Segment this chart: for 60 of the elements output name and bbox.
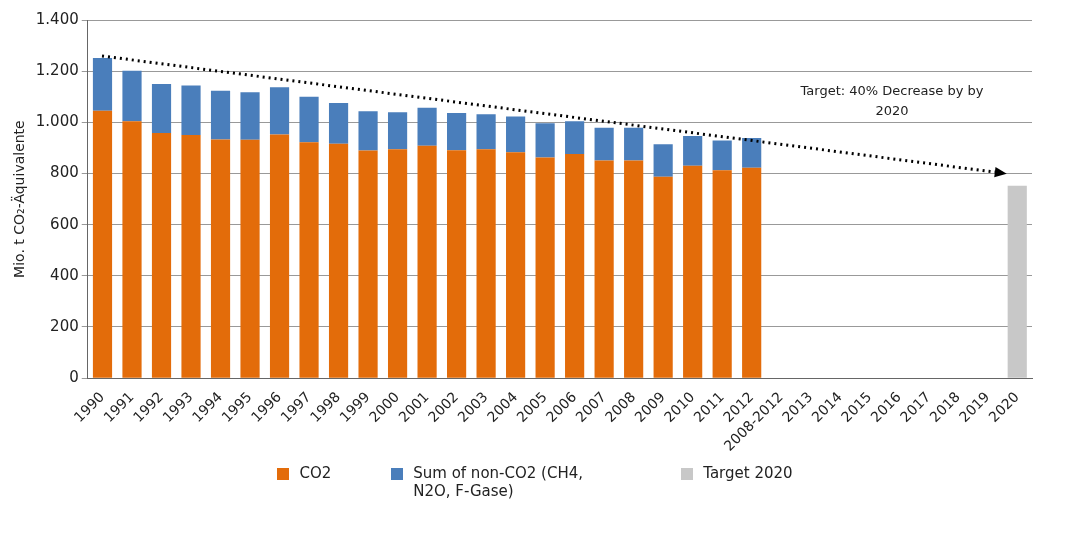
bar [712, 170, 732, 378]
bar [181, 85, 201, 136]
bar [1007, 185, 1027, 378]
y-tick-label: 0 [69, 368, 79, 387]
bar [299, 142, 319, 378]
bar [210, 139, 231, 378]
bar [240, 92, 260, 140]
bar [565, 154, 585, 378]
bar [387, 112, 408, 150]
bar [594, 127, 614, 161]
legend-label: Target 2020 [703, 464, 793, 482]
bar [269, 134, 290, 378]
bar [151, 83, 172, 134]
bar [358, 111, 378, 151]
bar [624, 127, 644, 161]
bar [535, 157, 555, 378]
bar [742, 137, 762, 168]
bar [122, 70, 142, 122]
bar [683, 135, 703, 166]
legend-label: Sum of non-CO2 (CH4, N2O, F-Gase) [413, 464, 584, 500]
bar [358, 150, 378, 378]
bar [683, 165, 703, 378]
bar [506, 152, 526, 378]
bar [122, 121, 142, 378]
bar [447, 150, 467, 378]
bar [269, 87, 290, 135]
bar [387, 149, 408, 378]
bar [92, 58, 113, 111]
bar [535, 123, 555, 158]
bar [417, 145, 437, 378]
bar [476, 149, 496, 378]
bar [565, 121, 585, 155]
bar [299, 96, 319, 143]
y-tick-label: 600 [50, 214, 79, 233]
y-tick-label: 1.400 [35, 9, 79, 28]
y-tick-label: 400 [50, 265, 79, 284]
bar [653, 176, 673, 378]
y-tick-label: 1.000 [35, 112, 79, 131]
bar [653, 144, 673, 177]
bar [447, 113, 467, 151]
bar [210, 90, 231, 140]
bar [328, 102, 349, 144]
legend-label: CO2 [299, 464, 332, 482]
bar [92, 110, 113, 378]
bar [506, 116, 526, 153]
bar [594, 160, 614, 378]
y-axis-title: Mio. t CO₂-Äquivalente [10, 120, 28, 278]
bar [328, 143, 349, 378]
bar [624, 160, 644, 378]
y-tick-label: 800 [50, 163, 79, 182]
bar [240, 139, 260, 378]
bar [181, 135, 201, 378]
bar [151, 133, 172, 378]
bar [712, 140, 732, 171]
bar [476, 114, 496, 150]
bar [417, 107, 437, 146]
annotation: Target: 40% Decrease by by 2020 [799, 83, 984, 118]
bar [742, 167, 762, 378]
y-tick-label: 1.200 [35, 61, 79, 80]
y-tick-label: 200 [50, 316, 79, 335]
